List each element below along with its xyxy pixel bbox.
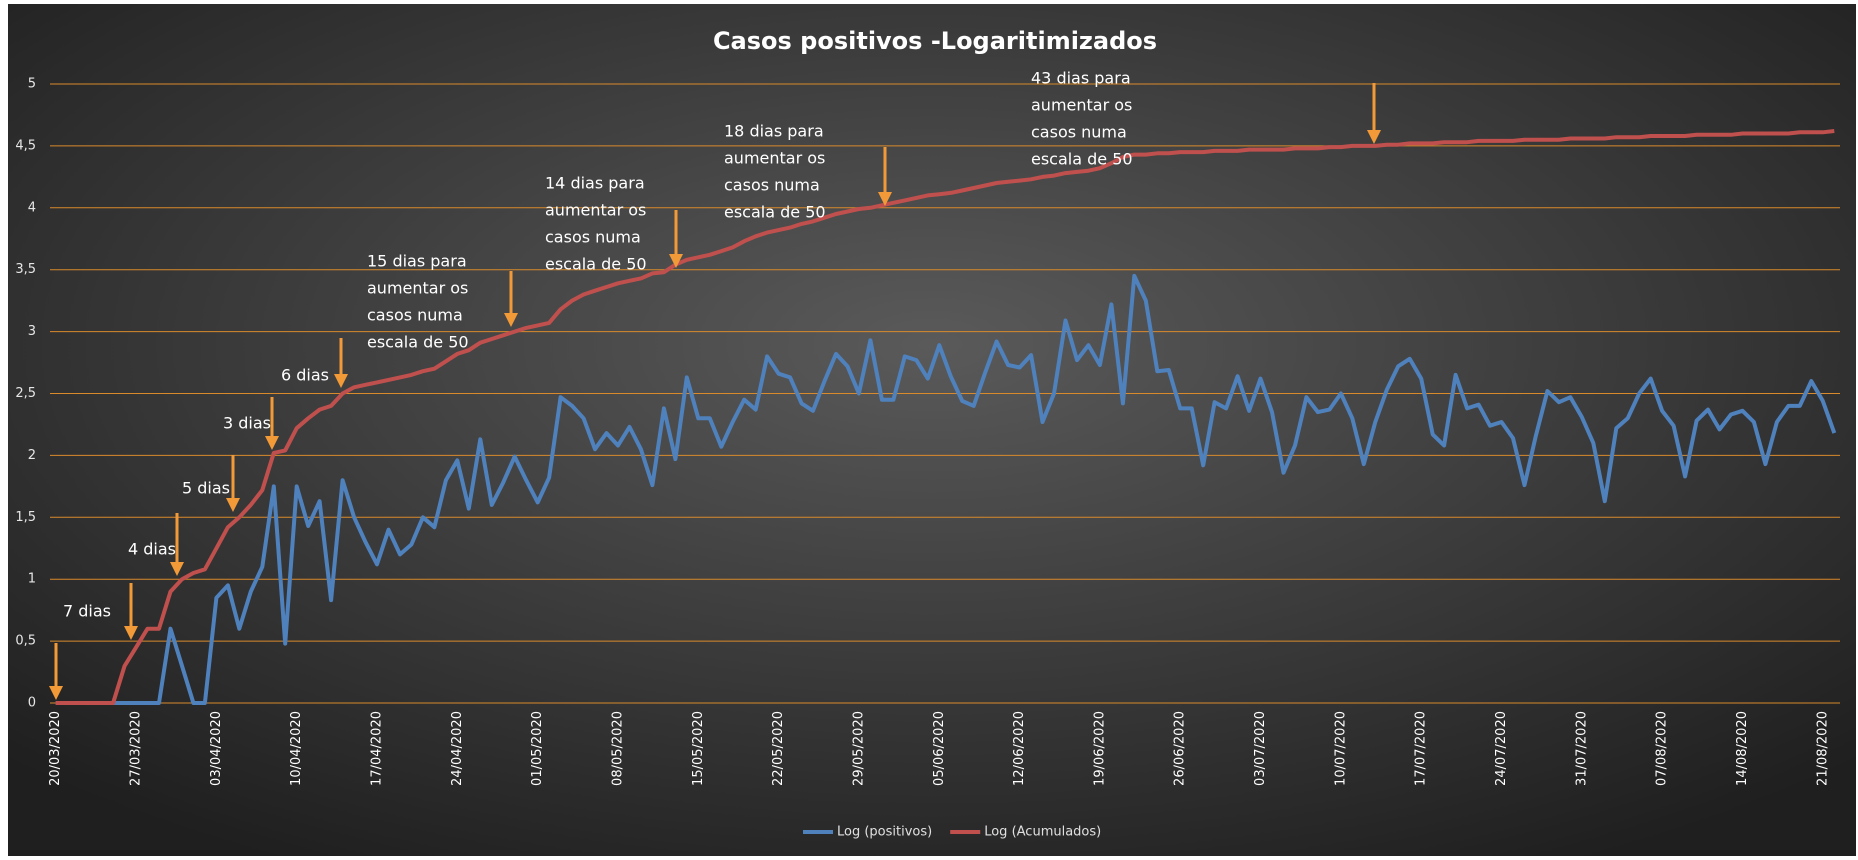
annotation-arrowhead <box>226 498 240 512</box>
annotation-arrowhead <box>49 686 63 700</box>
x-tick-label: 17/07/2020 <box>1414 711 1429 786</box>
legend-label: Log (positivos) <box>837 825 932 840</box>
x-tick-label: 27/03/2020 <box>129 711 144 786</box>
annotation-arrowhead <box>124 626 138 640</box>
x-tick-label: 17/04/2020 <box>370 711 385 786</box>
y-tick-label: 1 <box>28 572 36 587</box>
x-tick-label: 03/04/2020 <box>209 711 224 786</box>
y-tick-label: 4 <box>28 200 36 215</box>
series-line <box>55 273 1837 705</box>
annotation: escala de 50 <box>367 333 469 352</box>
x-tick-label: 03/07/2020 <box>1253 711 1268 786</box>
x-tick-label: 01/05/2020 <box>530 711 545 786</box>
annotation: casos numa <box>724 176 820 195</box>
y-tick-label: 0 <box>28 696 36 711</box>
annotation: escala de 50 <box>545 255 647 274</box>
annotation: 3 dias <box>223 414 271 433</box>
annotation-arrowhead <box>669 254 683 268</box>
annotation-arrowhead <box>334 374 348 388</box>
x-tick-label: 12/06/2020 <box>1012 711 1027 786</box>
annotation: escala de 50 <box>1031 150 1133 169</box>
y-tick-label: 0,5 <box>15 634 36 649</box>
x-tick-label: 10/04/2020 <box>289 711 304 786</box>
annotation: aumentar os <box>1031 96 1132 115</box>
annotation: aumentar os <box>367 279 468 298</box>
annotation: 14 dias para <box>545 174 645 193</box>
annotation-arrowhead <box>1367 130 1381 144</box>
annotation: aumentar os <box>724 149 825 168</box>
annotation: casos numa <box>367 306 463 325</box>
annotation: 7 dias <box>63 602 111 621</box>
x-tick-label: 05/06/2020 <box>932 711 947 786</box>
x-tick-label: 14/08/2020 <box>1735 711 1750 786</box>
x-tick-label: 15/05/2020 <box>691 711 706 786</box>
x-tick-label: 24/07/2020 <box>1494 711 1509 786</box>
x-tick-label: 24/04/2020 <box>450 711 465 786</box>
annotation: 4 dias <box>128 540 176 559</box>
annotation-arrowhead <box>878 192 892 206</box>
legend-label: Log (Acumulados) <box>984 825 1101 840</box>
annotation-arrowhead <box>504 313 518 327</box>
x-tick-label: 29/05/2020 <box>851 711 866 786</box>
chart-title: Casos positivos -Logaritimizados <box>713 27 1157 55</box>
annotation: 43 dias para <box>1031 69 1131 88</box>
x-tick-label: 19/06/2020 <box>1092 711 1107 786</box>
x-tick-label: 21/08/2020 <box>1815 711 1830 786</box>
annotation: aumentar os <box>545 201 646 220</box>
y-tick-label: 5 <box>28 77 36 92</box>
x-tick-label: 07/08/2020 <box>1655 711 1670 786</box>
y-tick-label: 1,5 <box>15 510 36 525</box>
annotation: casos numa <box>1031 123 1127 142</box>
series-line <box>55 129 1835 705</box>
annotation: escala de 50 <box>724 203 826 222</box>
y-tick-label: 3 <box>28 324 36 339</box>
x-tick-label: 10/07/2020 <box>1333 711 1348 786</box>
annotation: casos numa <box>545 228 641 247</box>
annotation-arrowhead <box>265 436 279 450</box>
annotation: 5 dias <box>182 479 230 498</box>
y-tick-label: 2 <box>28 448 36 463</box>
x-tick-label: 08/05/2020 <box>610 711 625 786</box>
x-tick-label: 26/06/2020 <box>1173 711 1188 786</box>
y-tick-label: 4,5 <box>15 138 36 153</box>
annotation: 15 dias para <box>367 252 467 271</box>
y-tick-label: 2,5 <box>15 386 36 401</box>
annotation: 18 dias para <box>724 122 824 141</box>
x-tick-label: 20/03/2020 <box>48 711 63 786</box>
y-tick-label: 3,5 <box>15 262 36 277</box>
x-tick-label: 31/07/2020 <box>1574 711 1589 786</box>
annotation-arrowhead <box>170 562 184 576</box>
x-tick-label: 22/05/2020 <box>771 711 786 786</box>
annotation: 6 dias <box>281 366 329 385</box>
